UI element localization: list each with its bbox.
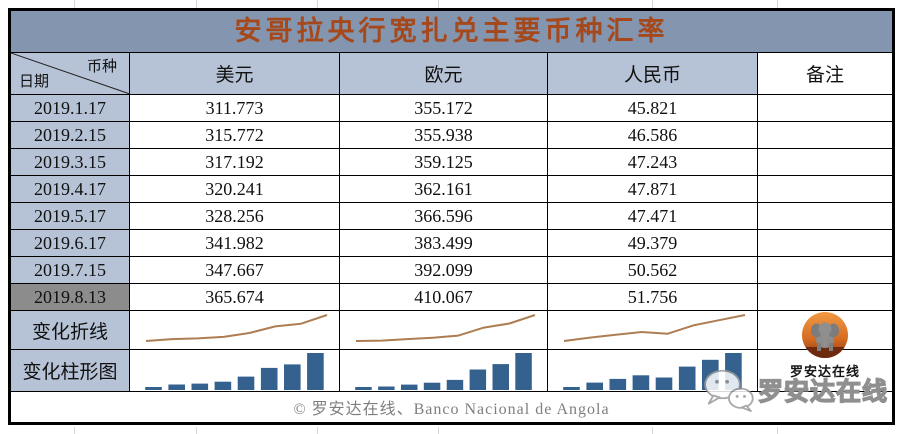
eur-rate-cell: 383.499: [340, 230, 548, 256]
note-cell: [758, 122, 892, 148]
bar-row-label: 变化柱形图: [11, 350, 130, 391]
rmb-rate-cell: 45.821: [548, 95, 758, 121]
eur-rate-cell: 359.125: [340, 149, 548, 175]
date-cell: 2019.7.15: [11, 257, 130, 283]
date-cell: 2019.6.17: [11, 230, 130, 256]
usd-rate-cell: 347.667: [130, 257, 340, 283]
rmb-rate-cell: 47.243: [548, 149, 758, 175]
col-header-eur: 欧元: [340, 53, 548, 94]
bar-sparkline-row: 变化柱形图: [11, 350, 892, 392]
date-axis-label: 日期: [19, 74, 50, 90]
spreadsheet-gridline: [777, 0, 778, 8]
spreadsheet-gridline: [196, 0, 197, 8]
rmb-rate-cell: 47.471: [548, 203, 758, 229]
table-row: 2019.3.15 317.192 359.125 47.243: [11, 149, 892, 176]
spreadsheet-gridline: [317, 427, 318, 434]
spreadsheet-gridline: [74, 0, 75, 8]
usd-rate-cell: 320.241: [130, 176, 340, 202]
rmb-rate-cell: 46.586: [548, 122, 758, 148]
corner-cell: 币种 日期: [11, 53, 130, 94]
footer-credit: © 罗安达在线、Banco Nacional de Angola: [293, 401, 610, 418]
table-row: 2019.8.13 365.674 410.067 51.756: [11, 284, 892, 311]
eur-line-sparkline: [340, 311, 548, 349]
spreadsheet-gridline: [652, 427, 653, 434]
usd-rate-cell: 341.982: [130, 230, 340, 256]
note-cell: [758, 149, 892, 175]
table-title: 安哥拉央行宽扎兑主要币种汇率: [11, 11, 892, 53]
watermark-text: 罗安达在线: [757, 377, 889, 406]
eur-rate-cell: 366.596: [340, 203, 548, 229]
brand-logo: 罗安达在线: [758, 311, 892, 380]
note-cell: [758, 230, 892, 256]
usd-rate-cell: 311.773: [130, 95, 340, 121]
eur-rate-cell: 410.067: [340, 284, 548, 310]
line-sparkline-row: 变化折线: [11, 311, 892, 350]
spreadsheet-gridline: [438, 427, 439, 434]
table-row: 2019.4.17 320.241 362.161 47.871: [11, 176, 892, 203]
rmb-line-sparkline: [548, 311, 758, 349]
note-cell: [758, 95, 892, 121]
usd-bar-sparkline: [130, 350, 340, 391]
date-cell: 2019.5.17: [11, 203, 130, 229]
table-row: 2019.5.17 328.256 366.596 47.471: [11, 203, 892, 230]
date-cell: 2019.3.15: [11, 149, 130, 175]
rmb-rate-cell: 47.871: [548, 176, 758, 202]
diagonal-divider-line: [11, 53, 129, 94]
eur-bar-sparkline: [340, 350, 548, 391]
eur-rate-cell: 362.161: [340, 176, 548, 202]
date-cell: 2019.2.15: [11, 122, 130, 148]
elephant-logo-image: [802, 312, 848, 358]
rmb-rate-cell: 49.379: [548, 230, 758, 256]
table-row: 2019.7.15 347.667 392.099 50.562: [11, 257, 892, 284]
spreadsheet-gridline: [777, 427, 778, 434]
wechat-icon: [704, 369, 754, 412]
usd-rate-cell: 317.192: [130, 149, 340, 175]
eur-rate-cell: 355.172: [340, 95, 548, 121]
date-cell: 2019.8.13: [11, 284, 130, 310]
spreadsheet-gridline: [74, 427, 75, 434]
spreadsheet-gridline: [317, 0, 318, 8]
data-rows: 2019.1.17 311.773 355.172 45.821 2019.2.15 31…: [11, 95, 892, 311]
header-row: 币种 日期 美元 欧元 人民币 备注: [11, 53, 892, 95]
rmb-rate-cell: 51.756: [548, 284, 758, 310]
usd-rate-cell: 365.674: [130, 284, 340, 310]
usd-line-sparkline: [130, 311, 340, 349]
usd-rate-cell: 315.772: [130, 122, 340, 148]
note-cell: [758, 284, 892, 310]
table-row: 2019.1.17 311.773 355.172 45.821: [11, 95, 892, 122]
watermark: 罗安达在线: [700, 366, 888, 414]
col-header-rmb: 人民币: [548, 53, 758, 94]
col-header-usd: 美元: [130, 53, 340, 94]
brand-name: 罗安达在线: [789, 364, 860, 379]
table-row: 2019.2.15 315.772 355.938 46.586: [11, 122, 892, 149]
col-header-notes: 备注: [758, 53, 892, 94]
exchange-rate-table: 安哥拉央行宽扎兑主要币种汇率 币种 日期 美元 欧元 人民币 备注 2019.1…: [8, 8, 895, 425]
note-cell: [758, 203, 892, 229]
note-cell: [758, 257, 892, 283]
note-cell: [758, 176, 892, 202]
currency-axis-label: 币种: [86, 59, 117, 75]
usd-rate-cell: 328.256: [130, 203, 340, 229]
line-row-label: 变化折线: [11, 311, 130, 349]
rmb-rate-cell: 50.562: [548, 257, 758, 283]
eur-rate-cell: 355.938: [340, 122, 548, 148]
spreadsheet-gridline: [196, 427, 197, 434]
table-row: 2019.6.17 341.982 383.499 49.379: [11, 230, 892, 257]
date-cell: 2019.1.17: [11, 95, 130, 121]
spreadsheet-gridline: [438, 0, 439, 8]
date-cell: 2019.4.17: [11, 176, 130, 202]
eur-rate-cell: 392.099: [340, 257, 548, 283]
spreadsheet-gridline: [652, 0, 653, 8]
